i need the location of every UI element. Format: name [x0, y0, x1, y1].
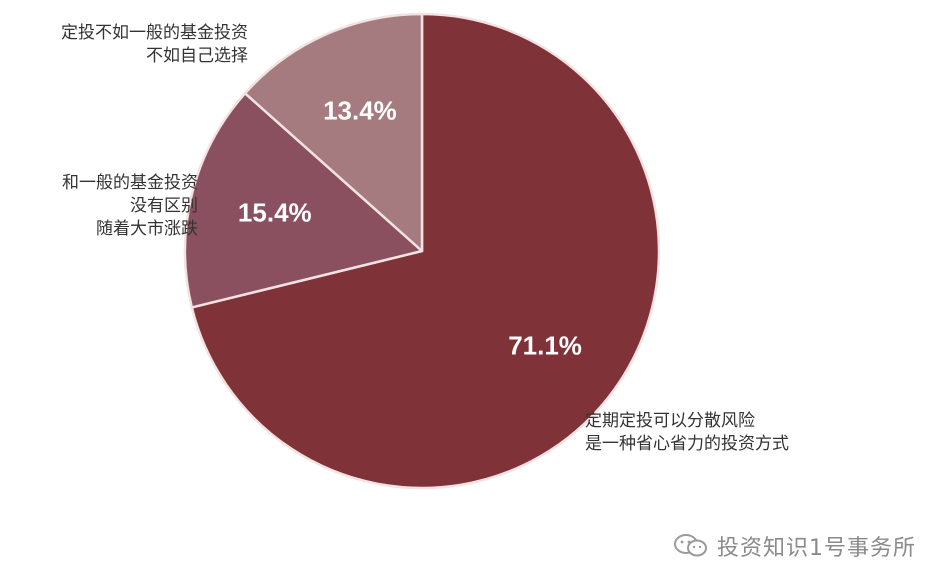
wechat-icon — [673, 533, 709, 559]
pie-slice-0 — [190, 12, 661, 490]
slice-value-label-2: 13.4% — [323, 95, 397, 125]
slice-value-label-1: 15.4% — [238, 197, 312, 227]
slice-label-0-line-0: 定期定投可以分散风险 — [585, 411, 755, 431]
slice-label-1-line-1: 没有区别 — [130, 196, 198, 216]
slice-label-1-line-2: 随着大市涨跌 — [96, 219, 198, 239]
slice-value-label-0: 71.1% — [508, 330, 582, 360]
watermark: 投资知识1号事务所 — [673, 530, 916, 562]
pie-slice-1 — [183, 92, 424, 309]
pie-slice-2 — [243, 12, 424, 253]
slice-label-2: 定投不如一般的基金投资 不如自己选择 — [20, 22, 248, 68]
slice-label-2-line-1: 不如自己选择 — [146, 46, 248, 66]
slice-label-1: 和一般的基金投资 没有区别 随着大市涨跌 — [8, 172, 198, 241]
slice-label-2-line-0: 定投不如一般的基金投资 — [61, 23, 248, 43]
slice-label-0: 定期定投可以分散风险 是一种省心省力的投资方式 — [585, 410, 789, 456]
slice-label-0-line-1: 是一种省心省力的投资方式 — [585, 434, 789, 454]
watermark-text: 投资知识1号事务所 — [717, 536, 916, 561]
slice-label-1-line-0: 和一般的基金投资 — [62, 173, 198, 193]
